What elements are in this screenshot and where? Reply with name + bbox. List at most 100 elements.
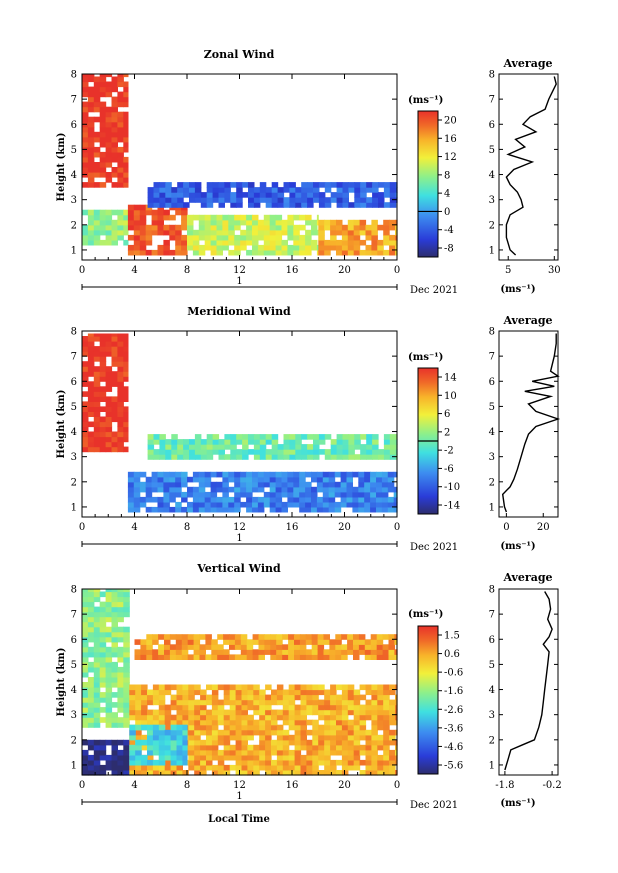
heatmap-cell — [378, 449, 385, 455]
heatmap-cell — [141, 719, 148, 726]
heatmap-cell — [265, 434, 273, 440]
heatmap-cell — [263, 476, 271, 483]
heatmap-cell — [93, 697, 101, 703]
heatmap-cell — [293, 224, 300, 231]
heatmap-cell — [353, 249, 361, 256]
heatmap-cell — [147, 729, 154, 736]
heatmap-cell — [175, 244, 182, 251]
heatmap-cell — [223, 754, 231, 761]
heatmap-cell — [105, 687, 113, 693]
heatmap-cell — [275, 506, 283, 513]
heatmap-cell — [281, 229, 288, 236]
heatmap-cell — [295, 434, 302, 440]
heatmap-cell — [183, 182, 190, 188]
heatmap-cell — [371, 234, 378, 241]
heatmap-cell — [176, 739, 183, 746]
heatmap-cell — [117, 336, 124, 342]
heatmap-cell — [123, 682, 130, 688]
heatmap-cell — [82, 416, 89, 423]
heatmap-cell — [87, 722, 95, 728]
heatmap-cell — [346, 491, 353, 498]
heatmap-cell — [323, 639, 330, 645]
heatmap-cell — [117, 636, 124, 643]
heatmap-cell — [117, 739, 124, 746]
heatmap-cell — [105, 692, 113, 698]
heatmap-cell — [360, 197, 367, 203]
heatmap-cell — [365, 244, 372, 251]
heatmap-cell — [123, 596, 130, 603]
heatmap-cell — [282, 714, 290, 721]
heatmap-cell — [311, 634, 319, 640]
heatmap-cell — [117, 666, 124, 673]
heatmap-cell — [99, 182, 107, 188]
heatmap-cell — [341, 644, 348, 650]
heatmap-cell — [336, 229, 343, 236]
heatmap-cell — [234, 249, 241, 256]
heatmap-cell — [359, 734, 367, 741]
heatmap-cell — [123, 671, 130, 678]
x-tick-label: 20 — [338, 522, 351, 533]
x-tick-label: 12 — [233, 780, 246, 791]
heatmap-cell — [287, 224, 294, 231]
heatmap-cell — [276, 744, 284, 751]
heatmap-cell — [192, 249, 200, 256]
heatmap-cell — [139, 481, 147, 488]
heatmap-cell — [263, 244, 271, 251]
colorbar-tick-label: 4 — [444, 189, 450, 200]
heatmap-cell — [170, 764, 178, 771]
heatmap-cell — [105, 366, 113, 372]
heatmap-cell — [259, 699, 266, 706]
profile-y-tick-label: 5 — [489, 145, 495, 156]
heatmap-cell — [177, 192, 184, 198]
x-tick-label: 0 — [79, 780, 85, 791]
heatmap-cell — [159, 434, 166, 440]
heatmap-cell — [347, 239, 355, 246]
x-tick-label: 0 — [394, 265, 400, 276]
y-tick-label: 8 — [71, 327, 77, 338]
heatmap-cell — [99, 671, 107, 678]
heatmap-cell — [341, 699, 349, 706]
heatmap-cell — [188, 754, 195, 761]
heatmap-cell — [289, 434, 296, 440]
heatmap-cell — [93, 239, 101, 246]
heatmap-cell — [223, 749, 231, 756]
heatmap-cell — [194, 739, 201, 746]
heatmap-cell — [140, 639, 147, 645]
heatmap-cell — [135, 744, 142, 751]
heatmap-cell — [135, 689, 142, 696]
heatmap-cell — [301, 434, 308, 440]
heatmap-cell — [228, 506, 235, 513]
heatmap-cell — [198, 481, 206, 488]
heatmap-cell — [147, 744, 154, 751]
heatmap-cell — [222, 486, 229, 493]
heatmap-cell — [93, 671, 101, 678]
heatmap-cell — [204, 244, 212, 251]
heatmap-cell — [257, 471, 265, 478]
heatmap-cell — [105, 717, 113, 723]
heatmap-cell — [111, 136, 118, 143]
heatmap-cell — [253, 770, 260, 776]
heatmap-cell — [82, 376, 89, 382]
heatmap-cell — [111, 121, 118, 128]
heatmap-cell — [105, 214, 113, 221]
heatmap-cell — [182, 724, 188, 731]
heatmap-cell — [169, 649, 177, 655]
heatmap-cell — [294, 739, 302, 746]
heatmap-cell — [359, 744, 367, 751]
heatmap-cell — [347, 759, 355, 766]
heatmap-cell — [228, 471, 235, 478]
heatmap-cell — [353, 699, 361, 706]
heatmap-cell — [341, 684, 349, 691]
heatmap-cell — [364, 639, 372, 645]
heatmap-cell — [152, 759, 160, 766]
heatmap-cell — [99, 126, 107, 133]
heatmap-cell — [336, 454, 344, 460]
heatmap-cell — [281, 481, 288, 488]
heatmap-cell — [117, 436, 124, 443]
heatmap-cell — [176, 689, 183, 696]
heatmap-cell — [146, 654, 153, 660]
heatmap-cell — [93, 224, 101, 231]
colorbar-tick-label: 1.5 — [444, 631, 460, 642]
heatmap-cell — [182, 739, 188, 746]
heatmap-cell — [305, 219, 312, 226]
